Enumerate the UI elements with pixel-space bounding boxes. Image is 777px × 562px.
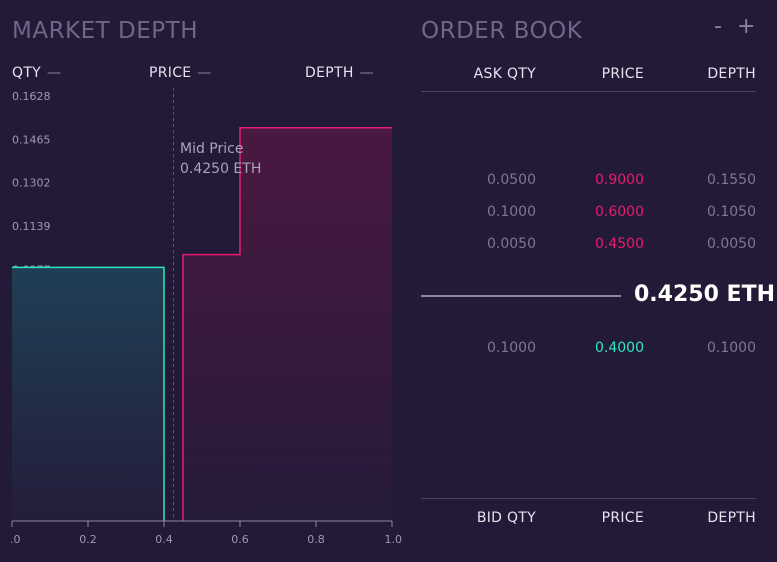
ask-price: 0.4500 [595,236,644,252]
depth-chart[interactable]: 0.16280.14650.13020.11390.09770.08140.06… [0,80,410,562]
depth-header-label: DEPTH [305,65,354,81]
x-tick-label: 1.0 [385,533,403,546]
mid-price-label: Mid Price [180,141,243,157]
collapse-dash-icon: — [197,65,212,81]
ask-depth-line [182,127,392,521]
ask-qty: 0.0500 [487,172,536,188]
collapse-dash-icon: — [359,65,374,81]
x-tick-label: 0.6 [231,533,249,546]
x-tick-label: .0 [10,533,21,546]
y-tick-label: 0.1628 [12,90,51,103]
mid-price-divider [421,295,621,297]
bid-depth: 0.1000 [707,340,756,356]
ask-qty: 0.0050 [487,236,536,252]
bid-qty-header: BID QTY [476,510,536,526]
bid-row[interactable]: 0.1000 0.4000 0.1000 [0,340,777,360]
ask-depth: 0.1550 [707,172,756,188]
y-tick-label: 0.1139 [12,220,51,233]
ask-qty-header: ASK QTY [473,66,536,82]
ask-price: 0.6000 [595,204,644,220]
ask-row[interactable]: 0.0050 0.4500 0.0050 [0,236,777,256]
zoom-in-button[interactable]: + [737,14,756,39]
depth-header[interactable]: DEPTH — [305,65,374,81]
x-tick-label: 0.4 [155,533,173,546]
ask-depth: 0.1050 [707,204,756,220]
collapse-dash-icon: — [47,65,62,81]
bid-depth-line [12,266,165,521]
ask-depth-area [183,127,392,521]
price-header-label: PRICE [149,65,192,81]
ask-row[interactable]: 0.1000 0.6000 0.1050 [0,204,777,224]
bid-price-header: PRICE [601,510,644,526]
ask-depth: 0.0050 [707,236,756,252]
bid-depth-header: DEPTH [707,510,756,526]
ask-qty: 0.1000 [487,204,536,220]
ask-row[interactable]: 0.0500 0.9000 0.1550 [0,172,777,192]
x-tick-label: 0.2 [79,533,97,546]
mid-price-value: 0.4250 ETH [180,161,261,177]
market-depth-title: MARKET DEPTH [12,18,198,44]
qty-header[interactable]: QTY — [12,65,61,81]
header-divider [421,91,756,92]
bid-qty: 0.1000 [487,340,536,356]
bid-price: 0.4000 [595,340,644,356]
order-book-title: ORDER BOOK [421,18,583,44]
ask-depth-header: DEPTH [707,66,756,82]
qty-header-label: QTY [12,65,42,81]
y-tick-label: 0.1302 [12,177,51,190]
footer-divider [421,498,756,499]
zoom-out-button[interactable]: - [714,14,722,39]
x-tick-label: 0.8 [307,533,325,546]
ask-price-header: PRICE [601,66,644,82]
price-header[interactable]: PRICE — [149,65,212,81]
mid-price-display: 0.4250 ETH [634,282,776,307]
y-tick-label: 0.1465 [12,133,51,146]
ask-price: 0.9000 [595,172,644,188]
bid-depth-area [12,267,164,521]
